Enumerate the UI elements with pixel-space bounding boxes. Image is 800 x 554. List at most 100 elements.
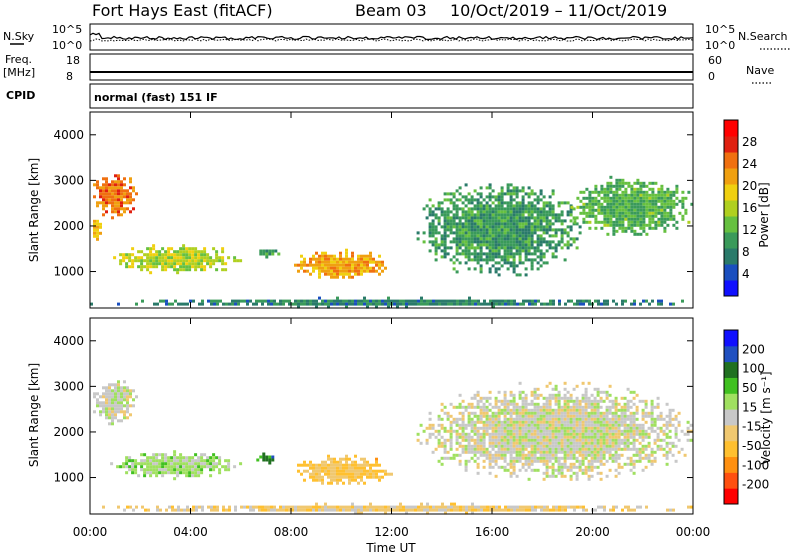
- cell: [566, 420, 570, 424]
- cell: [209, 256, 213, 260]
- cell: [608, 399, 612, 403]
- cell: [471, 508, 474, 512]
- cell: [618, 199, 622, 203]
- cell: [567, 299, 570, 303]
- cell: [491, 231, 495, 235]
- cell: [173, 259, 177, 263]
- cell: [497, 216, 501, 220]
- cell: [662, 447, 666, 451]
- cell: [645, 202, 649, 206]
- cell: [543, 505, 546, 509]
- cell: [593, 429, 597, 433]
- cell: [581, 396, 585, 400]
- cell: [215, 268, 219, 272]
- cell: [488, 186, 492, 190]
- cell: [96, 180, 99, 184]
- cell: [318, 463, 321, 467]
- cell: [509, 261, 513, 265]
- cell: [527, 207, 531, 211]
- cell: [485, 213, 489, 217]
- cell: [473, 225, 477, 229]
- cell: [506, 462, 510, 466]
- cell: [533, 207, 537, 211]
- cell: [265, 455, 269, 459]
- cell: [606, 202, 610, 206]
- cell: [651, 196, 655, 200]
- cell: [135, 395, 138, 399]
- cell: [170, 259, 174, 263]
- cell: [420, 302, 423, 306]
- cell: [452, 261, 456, 265]
- cell: [644, 435, 648, 439]
- cell: [518, 225, 522, 229]
- cell: [512, 402, 516, 406]
- cell: [473, 249, 477, 253]
- cell: [578, 450, 582, 454]
- cell: [405, 305, 408, 309]
- cell: [554, 447, 558, 451]
- cell: [561, 505, 564, 509]
- cell: [354, 478, 357, 482]
- cell: [432, 505, 435, 509]
- cell: [510, 299, 513, 303]
- cell: [387, 296, 390, 300]
- cell: [114, 207, 117, 211]
- cell: [461, 450, 465, 454]
- cell: [563, 429, 567, 433]
- cell: [548, 402, 552, 406]
- cell: [633, 202, 637, 206]
- cell: [462, 508, 465, 512]
- cell: [590, 462, 594, 466]
- cell: [315, 302, 318, 306]
- cell: [545, 441, 549, 445]
- cell: [623, 417, 627, 421]
- cell: [639, 205, 643, 209]
- cell: [491, 249, 495, 253]
- cell: [503, 255, 507, 259]
- cell: [533, 231, 537, 235]
- cell: [506, 237, 510, 241]
- cell: [557, 456, 561, 460]
- cell: [137, 256, 141, 260]
- cell: [330, 457, 333, 461]
- cell: [608, 468, 612, 472]
- cell: [99, 410, 102, 414]
- cell: [339, 475, 342, 479]
- cell: [557, 396, 561, 400]
- cell: [602, 432, 606, 436]
- cell: [530, 393, 534, 397]
- cell: [539, 444, 543, 448]
- cell: [479, 210, 483, 214]
- cell: [297, 263, 300, 267]
- cell: [642, 202, 646, 206]
- cell: [467, 216, 471, 220]
- cell: [593, 450, 597, 454]
- cell: [261, 302, 264, 306]
- cell: [597, 220, 601, 224]
- cell: [551, 222, 555, 226]
- cell: [545, 423, 549, 427]
- cell: [545, 420, 549, 424]
- cell: [399, 299, 402, 303]
- cell: [563, 393, 567, 397]
- cell: [606, 193, 610, 197]
- cell: [524, 258, 528, 262]
- cell: [429, 505, 432, 509]
- cell: [363, 463, 366, 467]
- cell: [333, 272, 336, 276]
- cell: [467, 225, 471, 229]
- cell: [431, 423, 435, 427]
- cell: [563, 201, 567, 205]
- cell: [566, 213, 570, 217]
- cell: [665, 456, 669, 460]
- cell: [479, 249, 483, 253]
- cell: [140, 256, 144, 260]
- cell: [554, 450, 558, 454]
- cell: [455, 453, 459, 457]
- cell: [629, 399, 633, 403]
- cell: [476, 399, 480, 403]
- cell: [212, 456, 216, 460]
- cell: [342, 508, 345, 512]
- cell: [378, 463, 381, 467]
- cell: [530, 216, 534, 220]
